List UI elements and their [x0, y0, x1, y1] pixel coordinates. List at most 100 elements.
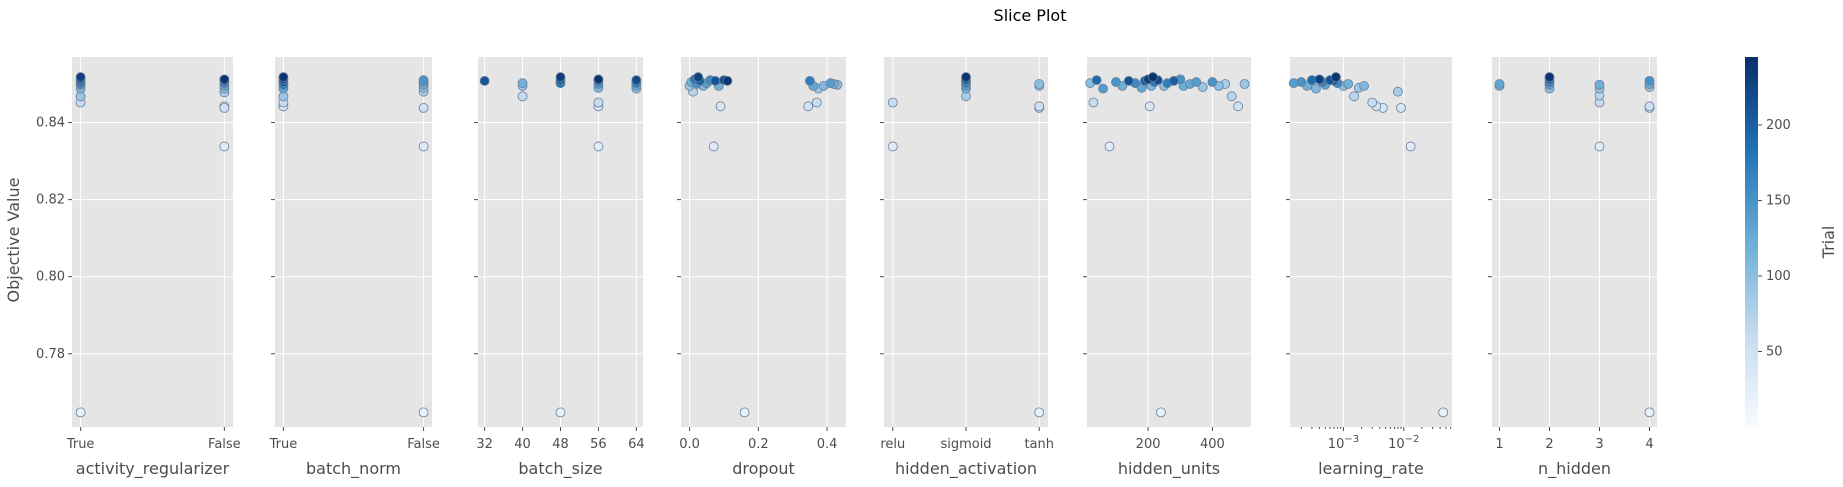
data-point: [593, 141, 604, 152]
data-point: [75, 72, 86, 82]
data-point: [1207, 77, 1218, 87]
x-axis-label: hidden_activation: [895, 459, 1037, 479]
data-point: [1393, 86, 1403, 97]
subplot-background: [681, 57, 846, 427]
data-point: [739, 407, 750, 418]
subplot-panels: 0.78 0.80 0.82 0.84 True False activity_regula…: [36, 57, 1657, 479]
x-axis-label: activity_regularizer: [76, 459, 230, 479]
data-point: [1239, 79, 1250, 89]
data-point: [715, 101, 726, 112]
data-point: [1197, 82, 1208, 92]
data-point: [1343, 79, 1354, 89]
y-axis-label: Objective Value: [4, 178, 23, 303]
data-point: [1594, 79, 1605, 90]
subplot-n_hidden: 1 2 3 4 n_hidden: [1488, 57, 1657, 479]
data-point: [1088, 97, 1099, 108]
data-point: [1331, 72, 1341, 82]
data-point: [1296, 77, 1307, 87]
y-tick-label: 0.82: [36, 193, 65, 208]
data-point: [1148, 72, 1158, 82]
colorbar-tick-label: 200: [1766, 118, 1791, 133]
x-tick-label: False: [407, 437, 440, 452]
x-tick-label: 48: [552, 437, 569, 452]
data-point: [1644, 407, 1655, 418]
data-point: [75, 407, 86, 418]
data-point: [1156, 407, 1166, 418]
subplot-background: [72, 57, 233, 427]
x-tick-label: 40: [514, 437, 531, 452]
data-point: [1168, 75, 1179, 86]
data-point: [418, 75, 429, 86]
data-point: [805, 75, 815, 86]
data-point: [418, 102, 429, 113]
data-point: [1594, 141, 1605, 152]
subplot-learning_rate: 10−3 10−2 learning_rate: [1286, 57, 1452, 479]
data-point: [1111, 77, 1121, 87]
x-tick-label: relu: [880, 437, 905, 452]
subplot-batch_norm: True False batch_norm: [269, 57, 440, 479]
x-tick-label: 10−2: [1388, 434, 1419, 452]
data-point: [693, 72, 704, 82]
x-tick-label: sigmoid: [940, 437, 991, 452]
x-tick-label: 400: [1200, 437, 1225, 452]
x-tick-label: 2: [1545, 437, 1553, 452]
x-tick-label: 0.4: [817, 437, 838, 452]
subplot-hidden_units: 200 400 hidden_units: [1083, 57, 1251, 479]
x-tick-label: 32: [476, 437, 493, 452]
data-point: [710, 75, 721, 86]
data-point: [1034, 79, 1045, 89]
x-tick-label: 0.2: [748, 437, 769, 452]
data-point: [1034, 407, 1045, 418]
x-tick-label: True: [66, 437, 95, 452]
subplot-activity_regularizer: 0.78 0.80 0.82 0.84 True False activity_regula…: [36, 57, 241, 479]
data-point: [887, 97, 898, 108]
data-point: [418, 141, 429, 152]
data-point: [811, 97, 822, 108]
data-point: [1091, 75, 1102, 86]
data-point: [1144, 101, 1155, 112]
x-tick-label: 0.0: [679, 437, 700, 452]
data-point: [1644, 75, 1655, 86]
data-point: [1438, 407, 1449, 418]
subplot-batch_size: 32 40 48 56 64 batch_size: [474, 57, 645, 479]
subplot-background: [1087, 57, 1251, 427]
x-tick-label: False: [208, 437, 241, 452]
data-point: [1034, 101, 1045, 112]
colorbar-tick-label: 150: [1766, 193, 1791, 208]
x-tick-label: True: [269, 437, 298, 452]
x-tick-label: 4: [1645, 437, 1653, 452]
data-point: [1544, 72, 1555, 82]
colorbar-gradient: [1745, 57, 1758, 427]
data-point: [803, 101, 814, 112]
colorbar-tick-label: 100: [1766, 269, 1791, 284]
data-point: [593, 97, 604, 108]
x-axis-label: batch_norm: [306, 459, 401, 479]
subplot-hidden_activation: relu sigmoid tanh hidden_activation: [880, 57, 1054, 479]
y-tick-label: 0.80: [36, 270, 65, 285]
x-axis-label: batch_size: [518, 459, 602, 479]
subplot-background: [1492, 57, 1657, 427]
data-point: [278, 72, 289, 82]
data-point: [887, 141, 898, 152]
x-axis-label: learning_rate: [1318, 459, 1424, 479]
data-point: [219, 74, 230, 85]
data-point: [825, 78, 836, 89]
data-point: [517, 78, 528, 89]
x-tick-label: tanh: [1024, 437, 1054, 452]
data-point: [1098, 83, 1108, 94]
data-point: [722, 75, 733, 86]
x-tick-label: 10−3: [1328, 434, 1359, 452]
data-point: [1233, 101, 1244, 112]
data-point: [219, 102, 230, 113]
x-axis-label: hidden_units: [1118, 459, 1220, 479]
data-point: [593, 74, 604, 85]
data-point: [418, 407, 429, 418]
x-tick-label: 56: [590, 437, 607, 452]
data-point: [1396, 102, 1406, 113]
data-point: [1314, 74, 1325, 85]
data-point: [1644, 101, 1655, 112]
colorbar: Trial 50 100 150 200: [1745, 57, 1838, 427]
data-point: [961, 72, 971, 82]
data-point: [1226, 91, 1237, 102]
